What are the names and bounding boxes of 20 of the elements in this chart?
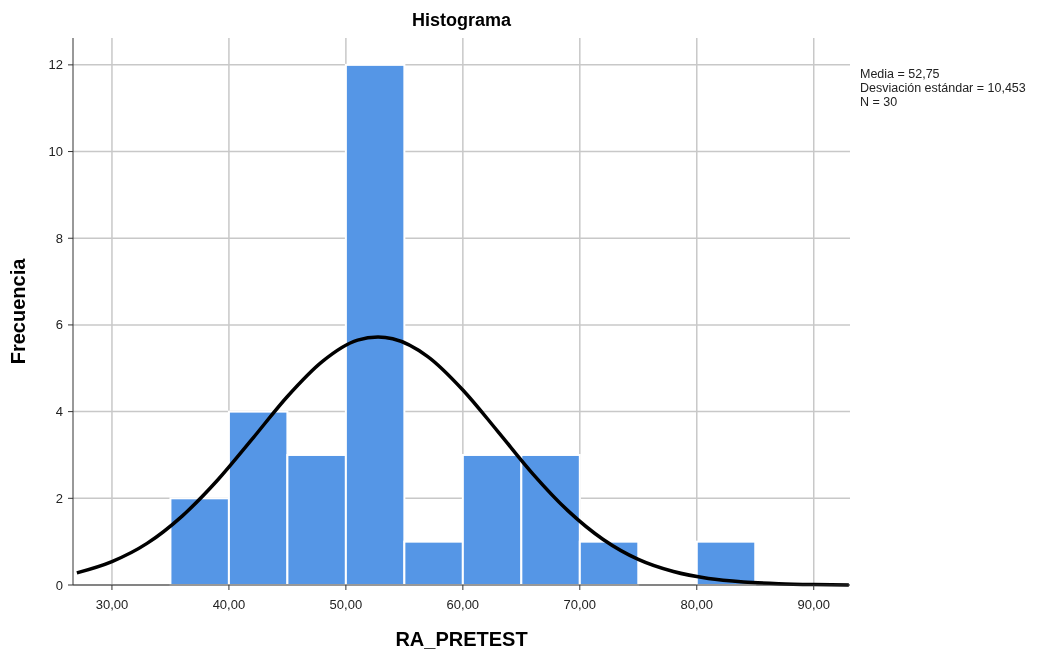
y-tick-label: 6 (55, 317, 63, 333)
x-tick-label: 40,00 (212, 597, 246, 612)
y-tick-label: 0 (55, 577, 63, 593)
y-tick-label: 10 (48, 144, 63, 160)
x-tick-label: 80,00 (680, 597, 714, 612)
x-tick-label: 90,00 (797, 597, 831, 612)
text: Media = 52,75 (860, 67, 940, 81)
y-tick-label: 12 (48, 57, 63, 73)
x-tick-label: 30,00 (95, 597, 129, 612)
text: N = 30 (860, 95, 898, 109)
y-tick-label: 4 (55, 404, 63, 420)
x-tick-label: 50,00 (329, 597, 363, 612)
x-tick-label: 70,00 (563, 597, 597, 612)
y-axis-title: Frecuencia (7, 257, 29, 365)
chart-title: Histograma (411, 10, 512, 30)
y-tick-label: 8 (55, 230, 63, 246)
y-tick-label: 2 (55, 490, 63, 506)
x-tick-label: 60,00 (446, 597, 480, 612)
text: Desviación estándar = 10,453 (860, 81, 1026, 95)
x-axis-title: RA_PRETEST (395, 628, 528, 650)
